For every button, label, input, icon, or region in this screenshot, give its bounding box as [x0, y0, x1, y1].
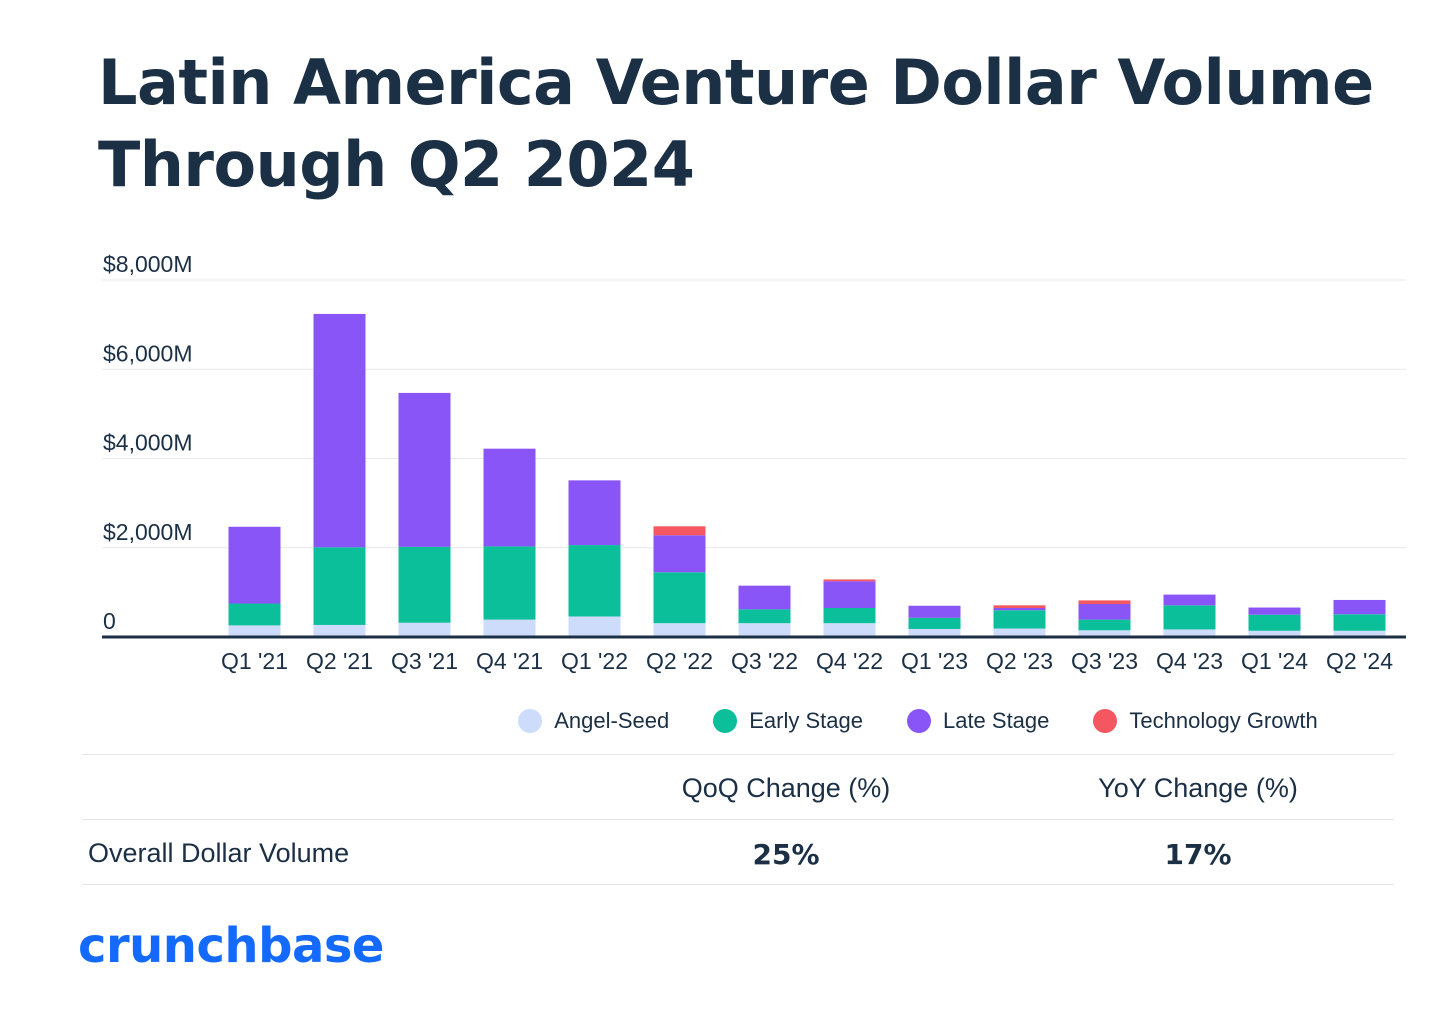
y-tick-label: $6,000M: [103, 340, 193, 366]
legend-item-early-stage[interactable]: Early Stage: [695, 708, 863, 734]
bar-segment-angel-seed: [1163, 629, 1216, 637]
bar-segment-technology-growth: [823, 579, 876, 582]
legend-label-late-stage: Late Stage: [942, 708, 1050, 733]
legend-swatch-angel-seed: [518, 709, 543, 733]
x-tick-label: Q1 '24: [1241, 648, 1308, 674]
bar-segment-early-stage: [653, 572, 706, 624]
legend-swatch-late-stage: [906, 709, 931, 733]
bar-segment-early-stage: [823, 607, 876, 624]
y-tick-label: $4,000M: [103, 430, 193, 456]
table-divider: [82, 819, 1394, 820]
x-tick-label: Q3 '23: [1071, 648, 1138, 674]
x-tick-label: Q3 '22: [731, 648, 798, 674]
bar-segment-early-stage: [908, 617, 961, 629]
legend-item-angel-seed[interactable]: Angel-Seed: [138, 708, 669, 734]
bar-segment-angel-seed: [398, 622, 451, 637]
bar-segment-late-stage: [993, 607, 1046, 611]
bar-segment-angel-seed: [1248, 630, 1301, 637]
legend-item-technology-growth[interactable]: Technology Growth: [1075, 708, 1318, 734]
bar-segment-angel-seed: [993, 628, 1046, 637]
bar-segment-late-stage: [1248, 607, 1301, 615]
x-tick-label: Q3 '21: [391, 648, 458, 674]
legend-swatch-technology-growth: [1093, 709, 1118, 733]
table-divider: [82, 884, 1394, 885]
bar-segment-late-stage: [1163, 594, 1216, 606]
title-line-1: Latin America Venture Dollar Volume: [98, 46, 1374, 119]
bar-segment-angel-seed: [653, 623, 706, 637]
table-divider: [82, 754, 1394, 755]
y-tick-label: $8,000M: [103, 251, 193, 277]
bar-segment-early-stage: [313, 547, 366, 625]
change-summary-table: QoQ Change (%) YoY Change (%) Overall Do…: [82, 754, 1394, 885]
bar-segment-technology-growth: [1078, 600, 1131, 604]
bar-segment-angel-seed: [1333, 630, 1386, 637]
x-tick-label: Q1 '22: [561, 648, 628, 674]
legend-label-early-stage: Early Stage: [749, 708, 863, 733]
bar-segment-late-stage: [908, 605, 961, 618]
bar-segment-early-stage: [483, 546, 536, 620]
bar-segment-angel-seed: [738, 623, 791, 637]
crunchbase-logo: crunchbase: [78, 918, 384, 974]
bar-segment-technology-growth: [993, 605, 1046, 608]
bar-segment-early-stage: [398, 546, 451, 623]
x-tick-label: Q1 '21: [221, 648, 288, 674]
x-tick-label: Q2 '22: [646, 648, 713, 674]
legend-swatch-early-stage: [713, 709, 738, 733]
bar-segment-angel-seed: [313, 624, 366, 637]
bar-segment-early-stage: [228, 603, 281, 626]
x-tick-label: Q4 '23: [1156, 648, 1223, 674]
chart-legend: Angel-Seed Early Stage Late Stage Techno…: [0, 708, 1456, 734]
bar-segment-late-stage: [1333, 599, 1386, 615]
bar-segment-early-stage: [1163, 605, 1216, 630]
x-tick-label: Q4 '21: [476, 648, 543, 674]
yoy-change-value: 17%: [1164, 838, 1232, 871]
x-tick-label: Q1 '23: [901, 648, 968, 674]
header-qoq-change: QoQ Change (%): [681, 773, 891, 803]
title-line-2: Through Q2 2024: [98, 128, 695, 201]
row-label-overall-dollar-volume: Overall Dollar Volume: [88, 838, 350, 868]
bar-segment-angel-seed: [228, 625, 281, 637]
bar-segment-late-stage: [653, 535, 706, 573]
bar-segment-late-stage: [313, 313, 366, 548]
chart-title: Latin America Venture Dollar Volume Thro…: [98, 42, 1378, 206]
bar-segment-early-stage: [1333, 614, 1386, 631]
bar-segment-late-stage: [398, 392, 451, 547]
y-tick-label: 0: [103, 608, 116, 634]
table-header-row: QoQ Change (%) YoY Change (%): [82, 755, 1394, 819]
x-tick-label: Q4 '22: [816, 648, 883, 674]
bar-segment-angel-seed: [823, 623, 876, 637]
legend-item-late-stage[interactable]: Late Stage: [889, 708, 1049, 734]
x-tick-label: Q2 '21: [306, 648, 373, 674]
bar-segment-early-stage: [1078, 619, 1131, 631]
table-row: Overall Dollar Volume 25% 17%: [82, 820, 1394, 884]
bar-segment-early-stage: [738, 609, 791, 624]
bar-segment-late-stage: [823, 581, 876, 608]
bar-segment-late-stage: [1078, 603, 1131, 620]
bar-segment-angel-seed: [1078, 630, 1131, 637]
legend-label-technology-growth: Technology Growth: [1129, 708, 1318, 733]
qoq-change-value: 25%: [752, 838, 820, 871]
bar-segment-early-stage: [1248, 614, 1301, 631]
bar-segment-late-stage: [483, 448, 536, 547]
bar-segment-early-stage: [568, 545, 621, 617]
legend-label-angel-seed: Angel-Seed: [554, 708, 670, 733]
bar-segment-late-stage: [738, 585, 791, 610]
bar-segment-angel-seed: [483, 619, 536, 637]
bar-segment-angel-seed: [568, 616, 621, 637]
x-tick-label: Q2 '23: [986, 648, 1053, 674]
y-tick-label: $2,000M: [103, 519, 193, 545]
x-tick-label: Q2 '24: [1326, 648, 1393, 674]
bar-segment-early-stage: [993, 610, 1046, 629]
bar-segment-late-stage: [568, 480, 621, 546]
header-yoy-change: YoY Change (%): [1098, 773, 1298, 803]
stacked-bar-chart: 0 $2,000M $4,000M $6,000M $8,000M Q1 '21 Q2 '2…: [102, 251, 1406, 674]
bar-segment-angel-seed: [908, 628, 961, 637]
bar-segment-late-stage: [228, 526, 281, 604]
bar-segment-technology-growth: [653, 526, 706, 536]
